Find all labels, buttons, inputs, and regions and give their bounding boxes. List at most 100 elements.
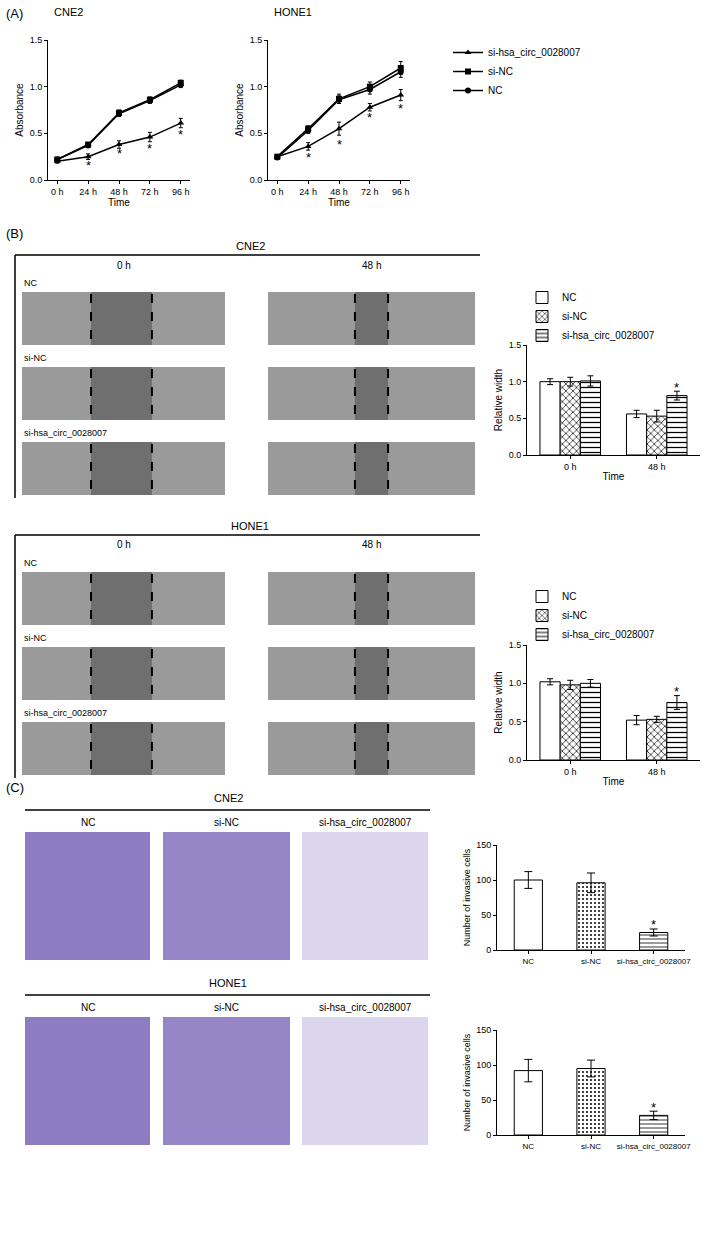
svg-text:si-NC: si-NC bbox=[562, 610, 587, 621]
svg-text:1.5: 1.5 bbox=[30, 35, 43, 45]
svg-text:*: * bbox=[367, 110, 372, 125]
svg-text:0 h: 0 h bbox=[117, 539, 131, 550]
svg-text:HONE1: HONE1 bbox=[274, 6, 312, 18]
svg-text:Absorbance: Absorbance bbox=[234, 83, 245, 137]
svg-text:48 h: 48 h bbox=[362, 539, 381, 550]
svg-text:0 h: 0 h bbox=[564, 462, 577, 472]
svg-text:si-NC: si-NC bbox=[488, 66, 513, 77]
svg-text:*: * bbox=[178, 127, 183, 142]
svg-text:0 h: 0 h bbox=[564, 767, 577, 777]
svg-text:si-NC: si-NC bbox=[24, 353, 47, 363]
svg-text:Absorbance: Absorbance bbox=[14, 83, 25, 137]
svg-text:50: 50 bbox=[481, 1095, 491, 1105]
svg-text:48 h: 48 h bbox=[648, 462, 666, 472]
svg-text:24 h: 24 h bbox=[79, 187, 97, 197]
svg-text:*: * bbox=[651, 917, 656, 932]
svg-text:*: * bbox=[674, 380, 679, 395]
svg-text:150: 150 bbox=[476, 1025, 491, 1035]
svg-text:0.0: 0.0 bbox=[509, 450, 522, 460]
svg-text:si-hsa_circ_0028007: si-hsa_circ_0028007 bbox=[617, 1142, 691, 1151]
svg-text:0.5: 0.5 bbox=[509, 413, 522, 423]
svg-text:*: * bbox=[306, 150, 311, 165]
svg-text:Number of invasive cells: Number of invasive cells bbox=[462, 1033, 472, 1131]
svg-text:0.5: 0.5 bbox=[30, 128, 43, 138]
svg-text:1.0: 1.0 bbox=[509, 678, 522, 688]
svg-text:48 h: 48 h bbox=[110, 187, 128, 197]
svg-text:si-hsa_circ_0028007: si-hsa_circ_0028007 bbox=[562, 330, 655, 341]
svg-text:48 h: 48 h bbox=[362, 260, 381, 271]
svg-text:si-hsa_circ_0028007: si-hsa_circ_0028007 bbox=[24, 428, 107, 438]
svg-text:96 h: 96 h bbox=[172, 187, 190, 197]
svg-text:*: * bbox=[651, 1100, 656, 1115]
svg-text:si-hsa_circ_0028007: si-hsa_circ_0028007 bbox=[319, 817, 412, 828]
svg-text:Time: Time bbox=[603, 776, 625, 787]
svg-text:(B): (B) bbox=[6, 226, 23, 241]
svg-text:*: * bbox=[337, 137, 342, 152]
svg-text:*: * bbox=[147, 141, 152, 156]
svg-text:si-NC: si-NC bbox=[24, 633, 47, 643]
svg-text:0.5: 0.5 bbox=[250, 128, 263, 138]
svg-text:si-hsa_circ_0028007: si-hsa_circ_0028007 bbox=[319, 1002, 412, 1013]
svg-text:si-NC: si-NC bbox=[214, 1002, 239, 1013]
svg-text:si-NC: si-NC bbox=[581, 957, 601, 966]
svg-text:1.0: 1.0 bbox=[250, 82, 263, 92]
svg-text:1.0: 1.0 bbox=[30, 82, 43, 92]
svg-text:*: * bbox=[398, 101, 403, 116]
svg-text:96 h: 96 h bbox=[392, 187, 410, 197]
svg-text:Time: Time bbox=[328, 197, 350, 208]
svg-text:0 h: 0 h bbox=[51, 187, 64, 197]
svg-text:1.5: 1.5 bbox=[250, 35, 263, 45]
svg-text:*: * bbox=[674, 684, 679, 699]
svg-text:CNE2: CNE2 bbox=[214, 792, 243, 804]
svg-text:Number of invasive cells: Number of invasive cells bbox=[462, 848, 472, 946]
svg-text:NC: NC bbox=[562, 591, 576, 602]
svg-text:(A): (A) bbox=[6, 6, 23, 21]
svg-text:0.0: 0.0 bbox=[509, 755, 522, 765]
svg-text:1.0: 1.0 bbox=[509, 377, 522, 387]
svg-text:CNE2: CNE2 bbox=[236, 240, 265, 252]
svg-text:0 h: 0 h bbox=[117, 260, 131, 271]
svg-text:0 h: 0 h bbox=[271, 187, 284, 197]
svg-text:Relative width: Relative width bbox=[493, 671, 504, 733]
svg-text:100: 100 bbox=[476, 875, 491, 885]
svg-text:si-hsa_circ_0028007: si-hsa_circ_0028007 bbox=[617, 957, 691, 966]
svg-text:50: 50 bbox=[481, 910, 491, 920]
svg-text:NC: NC bbox=[24, 278, 37, 288]
svg-text:72 h: 72 h bbox=[361, 187, 379, 197]
svg-text:(C): (C) bbox=[6, 780, 24, 795]
svg-text:NC: NC bbox=[81, 817, 95, 828]
svg-text:NC: NC bbox=[523, 957, 535, 966]
svg-text:Time: Time bbox=[603, 471, 625, 482]
svg-text:0.5: 0.5 bbox=[509, 717, 522, 727]
svg-text:0.0: 0.0 bbox=[30, 175, 43, 185]
svg-text:si-NC: si-NC bbox=[581, 1142, 601, 1151]
svg-text:si-NC: si-NC bbox=[562, 311, 587, 322]
svg-text:24 h: 24 h bbox=[299, 187, 317, 197]
svg-text:si-NC: si-NC bbox=[214, 817, 239, 828]
svg-text:HONE1: HONE1 bbox=[231, 520, 269, 532]
svg-text:HONE1: HONE1 bbox=[209, 977, 247, 989]
svg-text:48 h: 48 h bbox=[330, 187, 348, 197]
svg-text:*: * bbox=[117, 146, 122, 161]
svg-text:48 h: 48 h bbox=[648, 767, 666, 777]
svg-text:si-hsa_circ_0028007: si-hsa_circ_0028007 bbox=[562, 629, 655, 640]
svg-text:1.5: 1.5 bbox=[509, 340, 522, 350]
svg-text:*: * bbox=[86, 158, 91, 173]
svg-text:150: 150 bbox=[476, 840, 491, 850]
svg-text:0: 0 bbox=[486, 945, 491, 955]
svg-text:72 h: 72 h bbox=[141, 187, 159, 197]
svg-text:0.0: 0.0 bbox=[250, 175, 263, 185]
svg-text:NC: NC bbox=[81, 1002, 95, 1013]
svg-text:1.5: 1.5 bbox=[509, 640, 522, 650]
svg-text:Time: Time bbox=[108, 197, 130, 208]
svg-text:CNE2: CNE2 bbox=[54, 6, 83, 18]
svg-text:NC: NC bbox=[488, 85, 502, 96]
svg-text:NC: NC bbox=[523, 1142, 535, 1151]
svg-text:si-hsa_circ_0028007: si-hsa_circ_0028007 bbox=[488, 47, 581, 58]
svg-text:100: 100 bbox=[476, 1060, 491, 1070]
svg-text:si-hsa_circ_0028007: si-hsa_circ_0028007 bbox=[24, 708, 107, 718]
svg-text:NC: NC bbox=[562, 292, 576, 303]
svg-text:Relative width: Relative width bbox=[493, 369, 504, 431]
svg-text:0: 0 bbox=[486, 1130, 491, 1140]
svg-text:NC: NC bbox=[24, 558, 37, 568]
